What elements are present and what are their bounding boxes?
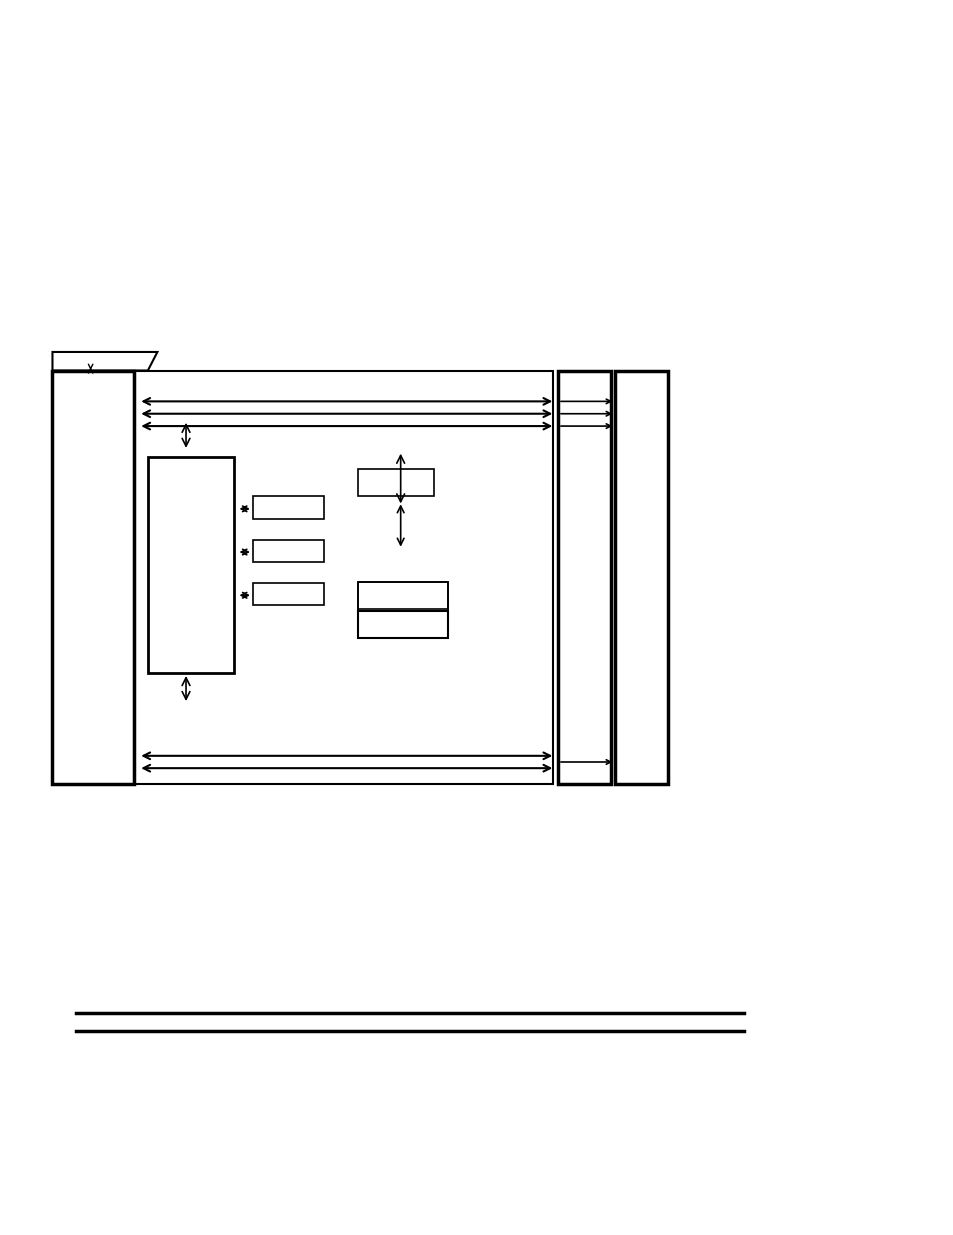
- Bar: [357, 582, 448, 638]
- Bar: [253, 540, 324, 562]
- Bar: [52, 370, 133, 784]
- Bar: [253, 496, 324, 519]
- Bar: [357, 469, 434, 496]
- Bar: [615, 370, 667, 784]
- Bar: [253, 583, 324, 605]
- Bar: [357, 582, 448, 609]
- Bar: [148, 457, 233, 673]
- Bar: [357, 611, 448, 638]
- Bar: [133, 370, 553, 784]
- Bar: [558, 370, 610, 784]
